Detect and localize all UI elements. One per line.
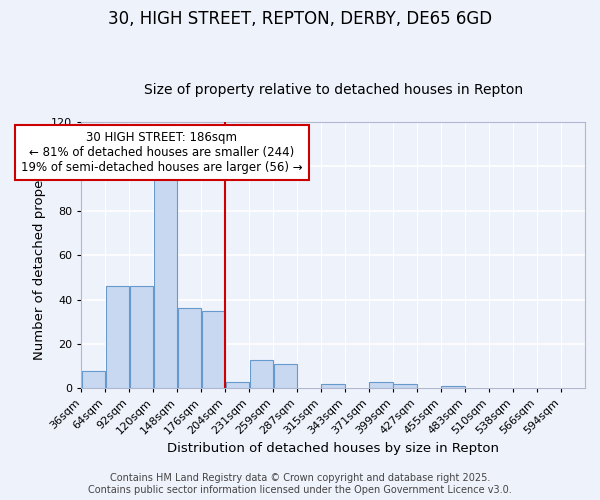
Text: Contains HM Land Registry data © Crown copyright and database right 2025.
Contai: Contains HM Land Registry data © Crown c…: [88, 474, 512, 495]
Bar: [130, 286, 153, 388]
Bar: [202, 310, 225, 388]
Bar: [370, 382, 393, 388]
Bar: [442, 386, 465, 388]
Bar: [394, 384, 417, 388]
X-axis label: Distribution of detached houses by size in Repton: Distribution of detached houses by size …: [167, 442, 499, 455]
Bar: [154, 178, 177, 388]
Text: 30, HIGH STREET, REPTON, DERBY, DE65 6GD: 30, HIGH STREET, REPTON, DERBY, DE65 6GD: [108, 10, 492, 28]
Bar: [226, 382, 249, 388]
Bar: [274, 364, 297, 388]
Y-axis label: Number of detached properties: Number of detached properties: [33, 150, 46, 360]
Bar: [106, 286, 129, 388]
Title: Size of property relative to detached houses in Repton: Size of property relative to detached ho…: [143, 83, 523, 97]
Bar: [178, 308, 201, 388]
Text: 30 HIGH STREET: 186sqm
← 81% of detached houses are smaller (244)
19% of semi-de: 30 HIGH STREET: 186sqm ← 81% of detached…: [21, 130, 303, 174]
Bar: [250, 360, 273, 388]
Bar: [82, 370, 105, 388]
Bar: [322, 384, 345, 388]
